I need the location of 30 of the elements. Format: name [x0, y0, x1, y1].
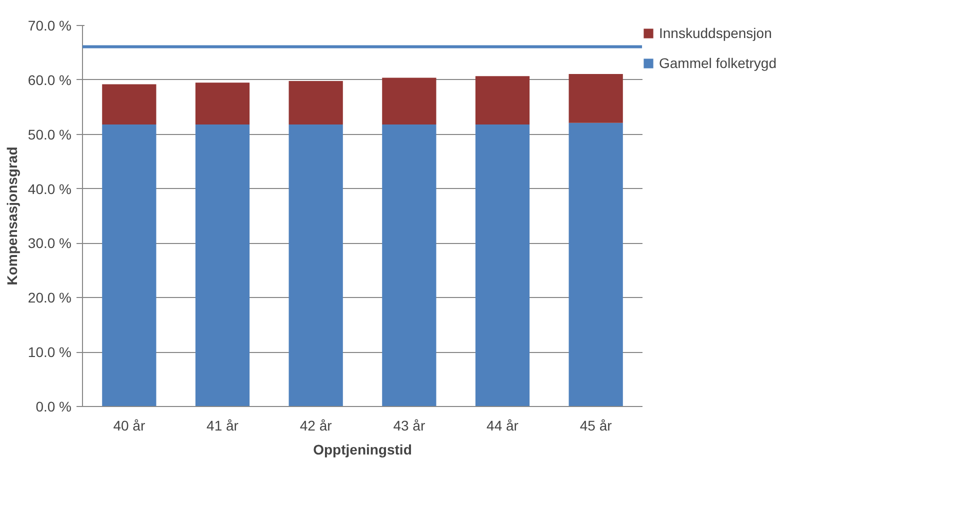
x-tick-label: 45 år [580, 418, 612, 434]
bar [102, 84, 156, 125]
bar [195, 82, 250, 125]
y-tick-label: 70.0 % [28, 18, 72, 34]
x-tick-label: 43 år [393, 418, 426, 434]
legend-label: Gammel folketrygd [659, 55, 776, 71]
bar [568, 122, 623, 406]
x-tick-label: 41 år [206, 418, 239, 434]
y-tick-label: 0.0 % [36, 398, 72, 414]
bar [568, 74, 623, 123]
y-tick-label: 10.0 % [28, 344, 72, 360]
y-axis-title: Kompensasjonsgrad [4, 146, 20, 286]
bar [475, 76, 530, 125]
y-tick-label: 40.0 % [28, 180, 72, 197]
y-tick-label: 20.0 % [28, 290, 72, 306]
y-tick-label: 60.0 % [28, 72, 72, 88]
bar [382, 78, 436, 125]
x-tick-label: 40 år [113, 418, 146, 434]
bar [195, 124, 250, 406]
x-tick-label: 42 år [300, 418, 332, 434]
y-tick-label: 30.0 % [28, 235, 72, 252]
bar [102, 124, 156, 406]
y-tick-label: 50.0 % [28, 126, 72, 142]
x-tick-label: 44 år [486, 418, 519, 434]
legend-label: Innskuddspensjon [659, 25, 772, 41]
bar [382, 124, 436, 406]
bar [288, 124, 343, 406]
x-axis-title: Opptjeningstid [313, 442, 412, 458]
bar [475, 124, 530, 406]
bar [288, 81, 343, 125]
